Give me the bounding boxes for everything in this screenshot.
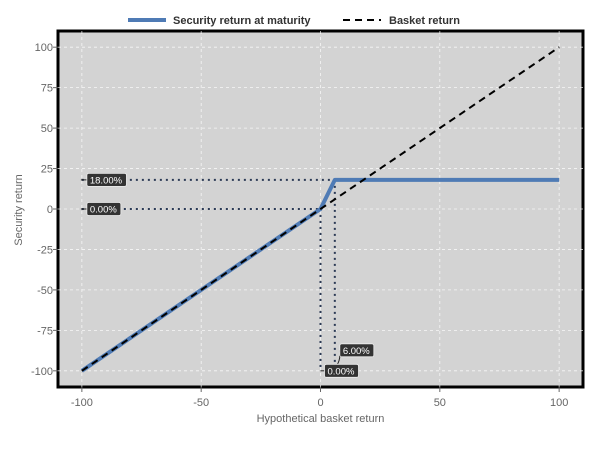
legend-label-security: Security return at maturity [173, 15, 311, 27]
y-tick-label: 0 [47, 204, 53, 216]
legend-label-basket: Basket return [389, 15, 460, 27]
annotation-label: 0.00% [90, 205, 117, 216]
annotation-label-box [86, 202, 122, 216]
y-tick-label: 25 [41, 164, 53, 176]
annotation-label: 18.00% [90, 175, 123, 186]
y-tick-label: -50 [37, 285, 53, 297]
x-tick-label: -50 [193, 397, 209, 409]
y-tick-label: -25 [37, 244, 53, 256]
y-tick-label: 100 [35, 42, 53, 54]
series-line-basket [81, 46, 560, 372]
annotation-label: 0.00% [328, 366, 355, 377]
series-layer [80, 46, 560, 373]
y-axis-title: Security return [13, 174, 25, 246]
annotation-label: 6.00% [343, 346, 370, 357]
y-tick-label: 75 [41, 83, 53, 95]
y-tick-label: -100 [31, 366, 53, 378]
x-tick-label: 0 [317, 397, 323, 409]
x-axis-ticks: -100 -50 0 50 100 [71, 387, 568, 409]
annotation-label-box [324, 363, 359, 378]
x-tick-label: 50 [434, 397, 446, 409]
y-tick-label: -75 [37, 325, 53, 337]
y-axis-ticks: 100 75 50 25 0 -25 -50 -75 -100 [31, 42, 58, 378]
grid [58, 31, 583, 387]
x-tick-label: 100 [550, 397, 568, 409]
annotation-label-box [86, 172, 127, 187]
annotation-label-box [339, 343, 375, 358]
y-tick-label: 50 [41, 123, 53, 135]
x-axis-title: Hypothetical basket return [257, 413, 385, 425]
legend: Security return at maturity Basket retur… [128, 15, 460, 27]
annotation-layer: 18.00% 0.00% 6.00% 0.00% [80, 172, 375, 378]
x-tick-label: -100 [71, 397, 93, 409]
